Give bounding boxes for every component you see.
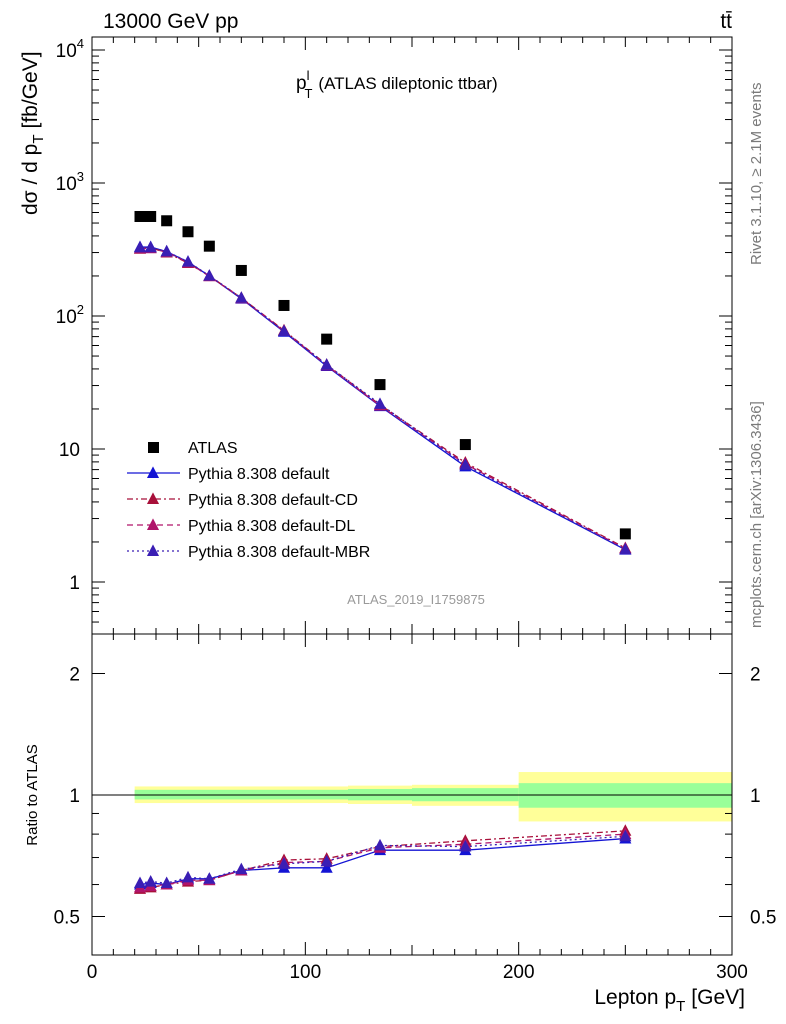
y-tick-label: 104 [56, 36, 84, 62]
ratio-y-tick-label: 2 [69, 665, 80, 686]
marker-atlas [182, 226, 194, 238]
ratio-marker-pythia-8-308-default-mbr [133, 876, 147, 889]
x-axis-label: Lepton pT [GeV] [594, 986, 745, 1015]
watermark: ATLAS_2019_I1759875 [347, 592, 485, 607]
legend-label-pythia-8-308-default-dl: Pythia 8.308 default-DL [188, 518, 355, 535]
marker-pythia-8-308-default-mbr [619, 542, 632, 555]
x-tick-label: 100 [289, 962, 321, 983]
xlabel-part-a: Lepton p [594, 986, 676, 1009]
marker-atlas [619, 528, 631, 540]
ratio-marker-pythia-8-308-default-mbr [373, 838, 387, 851]
ratio-y-tick-label-right: 0.5 [750, 908, 776, 929]
legend-label-pythia-8-308-default: Pythia 8.308 default [188, 466, 330, 483]
marker-pythia-8-308-default-mbr [160, 244, 173, 257]
ratio-plot-frame [91, 633, 733, 956]
ratio-y-axis-label: Ratio to ATLAS [24, 744, 41, 845]
ratio-marker-pythia-8-308-default-mbr [320, 854, 333, 867]
ratio-uncertainty-bands [134, 772, 732, 822]
legend-marker-pythia-8-308-default-cd [146, 492, 160, 504]
y-tick-label: 10 [59, 440, 80, 461]
ratio-line-pythia-8-308-default-mbr [139, 835, 626, 884]
title-sup: l [307, 68, 310, 83]
legend-marker-atlas [148, 442, 159, 453]
y-tick-label-exp: 3 [77, 169, 84, 184]
marker-pythia-8-308-default-mbr [235, 291, 248, 303]
legend-marker-pythia-8-308-default [146, 466, 160, 478]
title-sub: T [304, 86, 312, 101]
main-data-points [133, 210, 632, 555]
legend-marker-pythia-8-308-default-dl [146, 518, 160, 530]
ratio-marker-pythia-8-308-default-mbr [459, 839, 472, 852]
source-label: mcplots.cern.ch [arXiv:1306.3436] [748, 401, 765, 628]
marker-pythia-8-308-default-mbr [203, 269, 216, 281]
xlabel-part-b: [GeV] [691, 986, 745, 1009]
x-tick-label: 200 [503, 962, 535, 983]
ratio-marker-pythia-8-308-default-mbr [160, 876, 173, 889]
marker-atlas [145, 210, 157, 222]
ratio-y-tick-label-right: 2 [750, 665, 761, 686]
ratio-marker-pythia-8-308-default-mbr [277, 857, 291, 869]
main-title: pl T (ATLAS dileptonic ttbar) [296, 68, 498, 101]
marker-pythia-8-308-default-mbr [277, 324, 291, 337]
ratio-y-tick-label-right: 1 [750, 786, 761, 807]
y-tick-label-base: 10 [56, 174, 77, 195]
y-tick-label: 103 [56, 169, 84, 195]
ylabel-part-b: [fb/GeV] [19, 51, 42, 128]
marker-pythia-8-308-default-mbr [144, 240, 157, 253]
marker-atlas [321, 333, 333, 345]
rivet-label: Rivet 3.1.10, ≥ 2.1M events [748, 83, 765, 266]
y-tick-label: 102 [56, 302, 84, 328]
x-tick-labels: 0 100 200 300 [87, 962, 748, 983]
ratio-marker-pythia-8-308-default-mbr [235, 862, 248, 875]
legend-marker-pythia-8-308-default-mbr [146, 544, 160, 556]
ratio-marker-pythia-8-308-default-mbr [203, 872, 216, 884]
xlabel-sub: T [676, 998, 685, 1015]
x-tick-label: 300 [716, 962, 748, 983]
y-tick-label-exp: 2 [77, 302, 84, 317]
marker-atlas [161, 215, 173, 227]
marker-atlas [235, 264, 247, 276]
legend-label-atlas: ATLAS [188, 440, 238, 457]
ratio-marker-pythia-8-308-default-mbr [181, 870, 195, 883]
marker-atlas [374, 379, 386, 391]
y-tick-label-base: 10 [56, 41, 77, 62]
ylabel-part-a: dσ / d p [19, 144, 42, 215]
ratio-y-tick-labels: 0.5 0.5 1 1 2 2 [54, 665, 777, 929]
marker-pythia-8-308-default-mbr [373, 397, 387, 409]
marker-atlas [134, 210, 146, 222]
marker-atlas [203, 240, 215, 252]
ratio-data-points [133, 824, 632, 894]
title-p: p [296, 73, 307, 94]
y-tick-label-exp: 4 [77, 36, 84, 51]
ylabel-sub: T [30, 134, 47, 143]
y-axis-label: dσ / d pT [fb/GeV] [19, 51, 47, 215]
ratio-marker-pythia-8-308-default [320, 861, 333, 873]
title-rest: (ATLAS dileptonic ttbar) [318, 74, 497, 93]
x-tick-label: 0 [87, 962, 98, 983]
ratio-marker-pythia-8-308-default-mbr [144, 875, 157, 887]
marker-pythia-8-308-default-mbr [133, 240, 147, 253]
legend: ATLAS Pythia 8.308 default Pythia 8.308 de… [127, 440, 370, 561]
marker-pythia-8-308-default-mbr [181, 255, 195, 267]
ratio-y-tick-label: 0.5 [54, 908, 80, 929]
main-tick-marks [91, 37, 733, 634]
ratio-marker-pythia-8-308-default-mbr [619, 829, 632, 842]
marker-atlas [278, 299, 290, 311]
ratio-tick-marks [91, 634, 733, 955]
header-left-label: 13000 GeV pp [103, 10, 238, 33]
marker-pythia-8-308-default-mbr [320, 358, 333, 370]
y-tick-label-base: 10 [56, 307, 77, 328]
legend-label-pythia-8-308-default-mbr: Pythia 8.308 default-MBR [188, 544, 370, 561]
y-tick-label: 1 [69, 573, 80, 594]
ratio-y-tick-label: 1 [69, 786, 80, 807]
marker-pythia-8-308-default-mbr [459, 458, 472, 470]
legend-label-pythia-8-308-default-cd: Pythia 8.308 default-CD [188, 492, 358, 509]
marker-atlas [459, 439, 471, 451]
header-right-label: tt̄ [720, 10, 732, 33]
